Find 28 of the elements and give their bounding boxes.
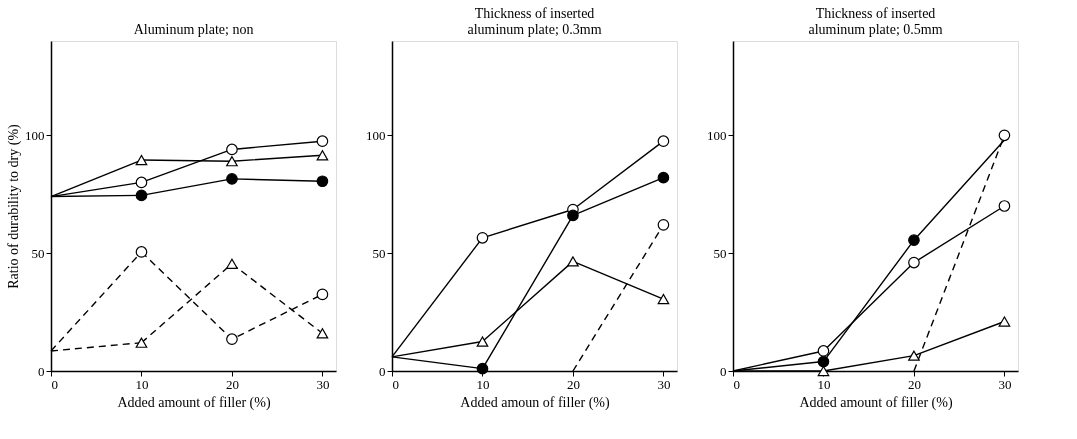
y-tick-label: 100 [25,127,45,143]
x-tick-label: 30 [657,376,671,392]
y-axis-title: Ratio of durability to dry (%) [6,123,22,289]
chart-title: Aluminum plate; non [133,22,254,37]
x-tick-label: 0 [51,376,58,392]
y-tick-label: 100 [707,127,727,143]
chart-title: Thickness of inserted aluminum plate; 0.3mm [467,6,602,37]
x-tick-label: 0 [733,376,740,392]
y-tick-label: 0 [379,363,386,379]
y-tick-label: 0 [38,363,45,379]
x-axis-title: Added amount of filler (%) [799,394,953,411]
x-tick-label: 30 [998,376,1012,392]
x-tick-label: 10 [476,376,490,392]
x-tick-label: 20 [225,376,239,392]
y-tick-label: 50 [372,245,386,261]
y-tick-label: 0 [720,363,727,379]
x-tick-label: 10 [817,376,831,392]
y-tick-label: 100 [366,127,386,143]
x-axis-title: Added amount of filler (%) [117,394,271,411]
y-tick-label: 50 [31,245,45,261]
x-tick-label: 20 [566,376,580,392]
x-tick-label: 20 [907,376,921,392]
chart-title: Thickness of inserted aluminum plate; 0.5mm [808,6,943,37]
x-tick-label: 10 [135,376,149,392]
x-axis-title: Added amoun of filler (%) [460,394,610,411]
x-tick-label: 30 [316,376,330,392]
x-tick-label: 0 [392,376,399,392]
y-tick-label: 50 [713,245,727,261]
